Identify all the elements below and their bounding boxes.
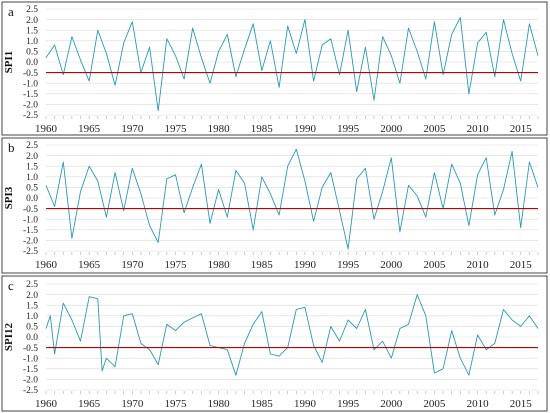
panel-c-ytick-label: 1.5 (26, 301, 38, 311)
panel-a-ytick-label: -0.5 (23, 69, 38, 79)
panel-c-xtick-label: 1985 (251, 398, 274, 410)
panel-c-xtick-label: 1990 (294, 398, 317, 410)
panel-c-xtick-label: 1995 (337, 398, 360, 410)
panel-c-xtick-label: 1970 (121, 398, 144, 410)
panel-c-ylabel: SPI12 (3, 322, 15, 351)
panel-a-ytick-label: 1.5 (26, 26, 38, 36)
panel-b-xtick-label: 2010 (467, 259, 490, 271)
panel-c-series-line (45, 294, 539, 376)
panel-b-ytick-label: 1.0 (26, 173, 38, 183)
panel-c-ytick-label: 2.5 (26, 280, 38, 290)
panel-b-xtick-label: 2005 (423, 259, 446, 271)
panel-b-ytick-label: -1.5 (23, 226, 38, 236)
panel-a-xtick-label: 1975 (164, 123, 187, 135)
panel-c-ytick-label: -2.0 (23, 376, 38, 386)
panel-a-xtick-label: 2000 (380, 123, 403, 135)
panel-a-ylabel: SPI1 (3, 51, 15, 74)
panel-b-ytick-label: 0.5 (26, 184, 38, 194)
panel-a-ytick-label: 0.0 (26, 58, 38, 68)
panel-c-xtick-label: 1980 (208, 398, 231, 410)
panel-a-xtick-label: 1995 (337, 123, 360, 135)
panel-c-xtick-label: 2015 (510, 398, 533, 410)
panel-c-ytick-label: -1.5 (23, 365, 38, 375)
panel-b-ylabel: SPI3 (3, 186, 15, 209)
panel-b-series-line (45, 148, 539, 250)
panel-b-ytick-label: -1.0 (23, 215, 38, 225)
panel-c-ytick-label: -2.5 (23, 386, 38, 396)
panel-b-xtick-label: 1970 (121, 259, 144, 271)
panel-a-letter: a (8, 4, 14, 19)
panel-a-series-line (45, 17, 539, 112)
panel-b-ytick-label: -2.0 (23, 237, 38, 247)
panel-c-frame (1, 275, 548, 412)
panel-b-xtick-label: 1990 (294, 259, 317, 271)
panel-c-xtick-label: 1965 (78, 398, 101, 410)
panel-a-ytick-label: -1.5 (23, 90, 38, 100)
panel-c-xtick-label: 1975 (164, 398, 187, 410)
panel-b-ytick-label: 2.5 (26, 141, 38, 151)
panel-a-ytick-label: 0.5 (26, 48, 38, 58)
panel-a-frame (1, 1, 548, 136)
panel-c-letter: c (8, 278, 14, 293)
panel-c-xtick-label: 1960 (35, 398, 58, 410)
panel-a-ytick-label: -1.0 (23, 79, 38, 89)
panel-a-xtick-label: 1985 (251, 123, 274, 135)
panel-a-xtick-label: 1970 (121, 123, 144, 135)
panel-a-xtick-label: 1990 (294, 123, 317, 135)
panel-a-ytick-label: -2.5 (23, 111, 38, 121)
panel-a-ytick-label: -2.0 (23, 101, 38, 111)
panel-a-xtick-label: 2005 (423, 123, 446, 135)
panel-a-xtick-label: 1960 (35, 123, 58, 135)
panel-b-xtick-label: 1985 (251, 259, 274, 271)
panel-a-xtick-label: 1965 (78, 123, 101, 135)
panel-b-xtick-label: 2000 (380, 259, 403, 271)
panel-c-xtick-label: 2010 (467, 398, 490, 410)
panel-b-xtick-label: 1975 (164, 259, 187, 271)
panel-b-ytick-label: 1.5 (26, 162, 38, 172)
panel-c-xtick-label: 2005 (423, 398, 446, 410)
panel-b-xtick-label: 2015 (510, 259, 533, 271)
panel-c-xtick-label: 2000 (380, 398, 403, 410)
panel-a-ytick-label: 2.0 (26, 16, 38, 26)
panel-b-ytick-label: 2.0 (26, 152, 38, 162)
panel-b-xtick-label: 1980 (208, 259, 231, 271)
panel-b-frame (1, 137, 548, 274)
panel-c-ytick-label: 0.0 (26, 333, 38, 343)
panel-a-ytick-label: 2.5 (26, 5, 38, 15)
panel-a-xtick-label: 1980 (208, 123, 231, 135)
panel-b-ytick-label: -0.5 (23, 205, 38, 215)
panel-c-ytick-label: -0.5 (23, 344, 38, 354)
panel-c-ytick-label: -1.0 (23, 354, 38, 364)
panel-a-ytick-label: 1.0 (26, 37, 38, 47)
panel-b-ytick-label: -2.5 (23, 247, 38, 257)
panel-c-ytick-label: 2.0 (26, 291, 38, 301)
panel-c-ytick-label: 0.5 (26, 323, 38, 333)
panel-b-xtick-label: 1995 (337, 259, 360, 271)
panel-a-xtick-label: 2010 (467, 123, 490, 135)
panel-a-xtick-label: 2015 (510, 123, 533, 135)
panel-b-letter: b (8, 140, 15, 155)
panel-b-xtick-label: 1965 (78, 259, 101, 271)
panel-b-ytick-label: 0.0 (26, 194, 38, 204)
panel-b-xtick-label: 1960 (35, 259, 58, 271)
panel-c-ytick-label: 1.0 (26, 312, 38, 322)
